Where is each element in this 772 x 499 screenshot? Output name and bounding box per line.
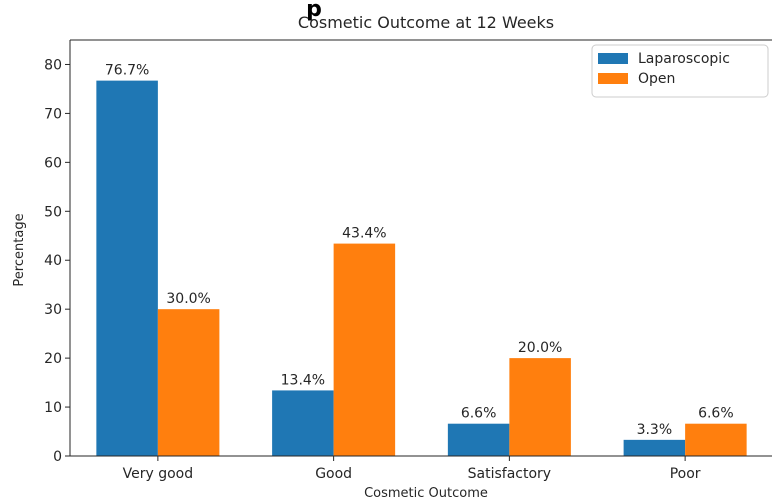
bar-laparoscopic-2	[447, 423, 510, 456]
y-tick-label-5: 50	[44, 204, 62, 220]
chart-title: Cosmetic Outcome at 12 Weeks	[298, 13, 554, 32]
legend-box	[591, 44, 769, 98]
x-tick-label-2: Satisfactory	[468, 466, 551, 482]
data-label-open-3: 6.6%	[698, 406, 734, 422]
bar-laparoscopic-3	[623, 439, 686, 456]
plot-area: 76.7% 30.0% Very good 13.4% 43.4% Good 6.6% 20.…	[44, 39, 772, 482]
y-tick-label-4: 40	[44, 253, 62, 269]
x-axis-label: Cosmetic Outcome	[364, 486, 488, 499]
legend-label-laparoscopic: Laparoscopic	[638, 51, 730, 67]
y-tick-label-8: 80	[44, 57, 62, 73]
x-tick-label-1: Good	[315, 466, 352, 482]
data-label-open-2: 20.0%	[518, 340, 562, 356]
data-label-laparoscopic-0: 76.7%	[105, 63, 149, 79]
y-tick-label-2: 20	[44, 351, 62, 367]
legend-label-open: Open	[638, 71, 675, 87]
y-tick-label-6: 60	[44, 155, 62, 171]
y-tick-label-1: 10	[44, 400, 62, 416]
y-tick-label-3: 30	[44, 302, 62, 318]
data-label-laparoscopic-1: 13.4%	[281, 372, 325, 388]
bar-laparoscopic-1	[272, 390, 334, 456]
bar-open-3	[685, 423, 747, 456]
y-tick-label-0: 0	[53, 449, 62, 465]
bar-open-2	[509, 358, 571, 456]
legend-swatch-laparoscopic	[598, 53, 628, 64]
bar-laparoscopic-0	[96, 80, 158, 456]
data-label-laparoscopic-2: 6.6%	[461, 406, 497, 422]
x-tick-label-0: Very good	[123, 466, 194, 482]
data-label-open-1: 43.4%	[342, 226, 386, 242]
x-tick-label-3: Poor	[670, 466, 701, 482]
bar-open-0	[157, 309, 220, 456]
legend-swatch-open	[598, 73, 628, 84]
data-label-laparoscopic-3: 3.3%	[637, 422, 673, 438]
y-tick-label-7: 70	[44, 106, 62, 122]
y-axis-label: Percentage	[12, 213, 27, 286]
bar-open-1	[333, 243, 396, 456]
cut-off-heading: p	[306, 0, 322, 22]
data-label-open-0: 30.0%	[166, 291, 210, 307]
